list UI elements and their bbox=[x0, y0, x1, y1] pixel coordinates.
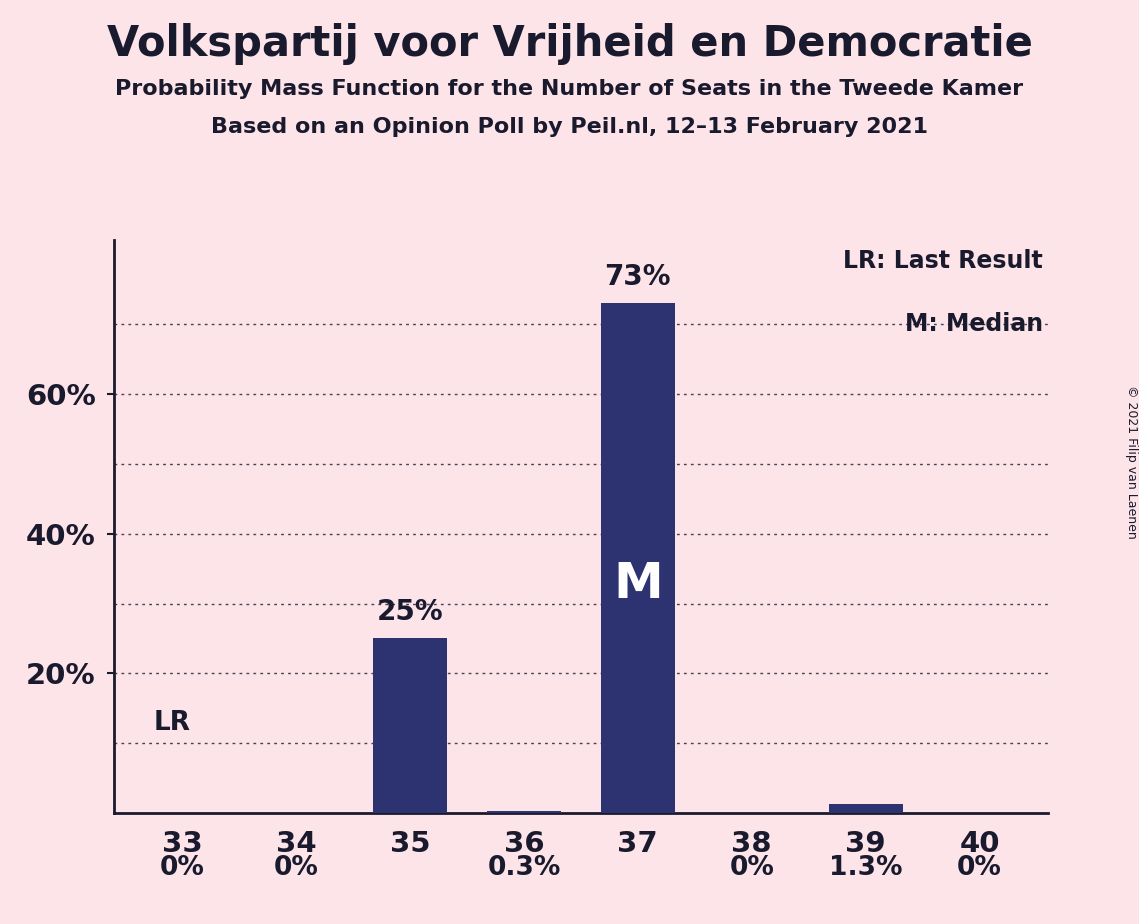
Text: 73%: 73% bbox=[605, 262, 671, 290]
Bar bbox=[601, 303, 674, 813]
Text: Based on an Opinion Poll by Peil.nl, 12–13 February 2021: Based on an Opinion Poll by Peil.nl, 12–… bbox=[211, 117, 928, 138]
Text: 0%: 0% bbox=[273, 855, 319, 881]
Bar bbox=[829, 804, 903, 813]
Text: © 2021 Filip van Laenen: © 2021 Filip van Laenen bbox=[1124, 385, 1138, 539]
Text: 25%: 25% bbox=[377, 598, 443, 626]
Text: 0%: 0% bbox=[729, 855, 775, 881]
Bar bbox=[487, 811, 560, 813]
Text: 0%: 0% bbox=[159, 855, 205, 881]
Text: 0%: 0% bbox=[957, 855, 1002, 881]
Text: LR: LR bbox=[154, 711, 190, 736]
Text: Probability Mass Function for the Number of Seats in the Tweede Kamer: Probability Mass Function for the Number… bbox=[115, 79, 1024, 99]
Text: 0.3%: 0.3% bbox=[487, 855, 560, 881]
Text: LR: Last Result: LR: Last Result bbox=[844, 249, 1043, 273]
Text: 1.3%: 1.3% bbox=[829, 855, 902, 881]
Text: M: M bbox=[613, 560, 663, 608]
Bar bbox=[374, 638, 448, 813]
Text: M: Median: M: Median bbox=[906, 312, 1043, 335]
Text: Volkspartij voor Vrijheid en Democratie: Volkspartij voor Vrijheid en Democratie bbox=[107, 23, 1032, 65]
